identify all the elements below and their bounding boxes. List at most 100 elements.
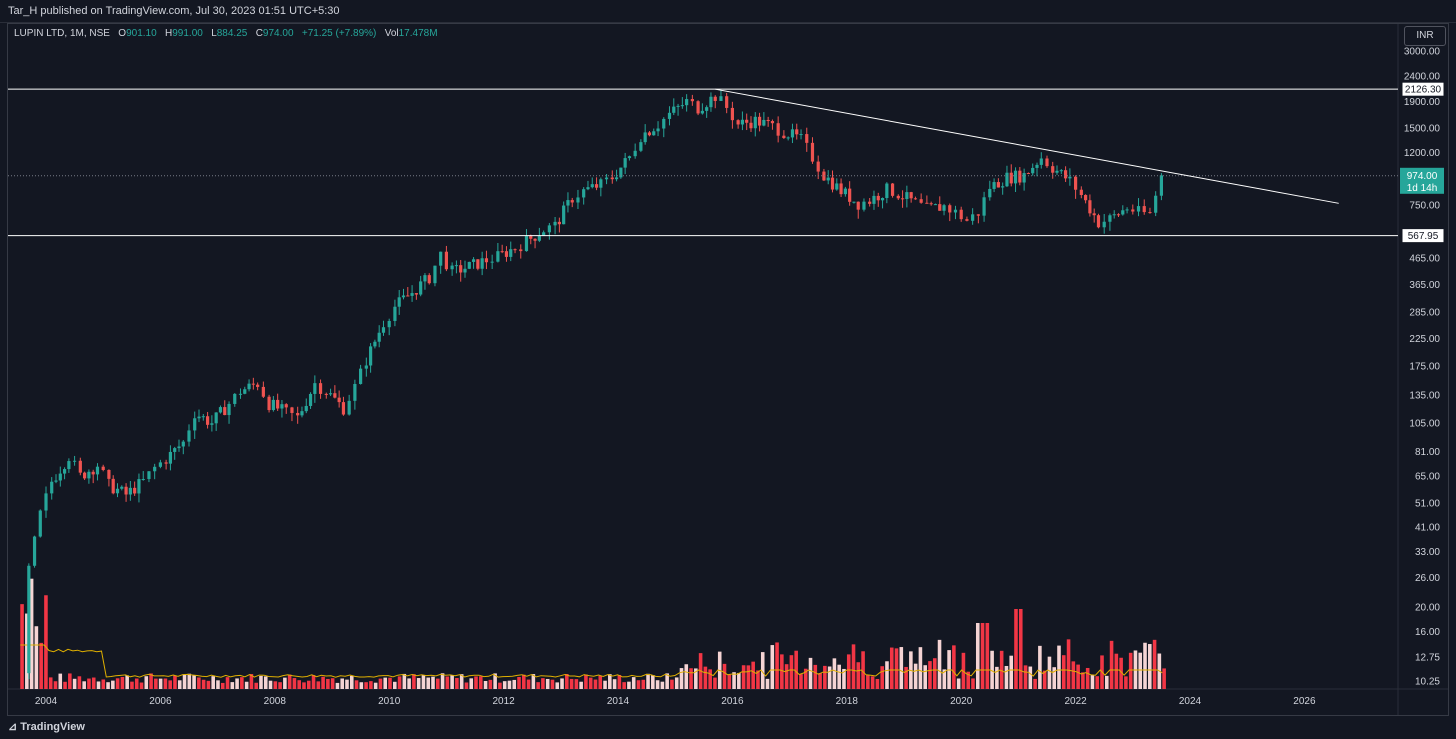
volume-bar (803, 668, 808, 689)
volume-bar (870, 676, 875, 689)
candle-body (427, 275, 431, 284)
y-axis-tick-label: 2400.00 (1404, 71, 1441, 82)
candle-body (227, 403, 231, 416)
candle-body (1001, 186, 1005, 188)
candle-body (547, 225, 551, 233)
x-axis-tick-label: 2012 (492, 696, 515, 707)
volume-bar (684, 664, 689, 689)
candle-body (504, 251, 509, 257)
volume-bar (794, 650, 798, 689)
volume-bar (827, 666, 832, 689)
candle-body (1035, 164, 1039, 168)
volume-bar (842, 668, 846, 689)
volume-bar (980, 623, 985, 689)
volume-bar (316, 681, 321, 689)
candle-body (476, 259, 480, 269)
candle-body (799, 134, 803, 136)
volume-bar (450, 675, 454, 689)
volume-bar (956, 678, 961, 689)
candle-body (696, 101, 700, 114)
candle-body (623, 158, 627, 168)
volume-bar (1143, 642, 1147, 689)
volume-bar (321, 676, 325, 689)
volume-bar (550, 679, 555, 689)
volume-bar (627, 681, 631, 689)
candle-body (680, 105, 684, 107)
volume-bar (1057, 645, 1061, 689)
candle-body (852, 201, 856, 203)
volume-bar (918, 647, 923, 689)
candle-body (965, 219, 969, 221)
y-axis-tick-label: 12.75 (1415, 652, 1440, 663)
volume-bar (608, 674, 612, 689)
currency-button[interactable]: INR (1404, 26, 1446, 46)
candle-body (261, 386, 265, 397)
volume-bar (1028, 666, 1033, 689)
candle-body (942, 205, 946, 211)
volume-bar (1047, 656, 1052, 689)
candle-body (542, 232, 546, 236)
volume-bar (130, 681, 134, 689)
x-axis-tick-label: 2008 (264, 696, 287, 707)
candle-body (381, 327, 386, 333)
trendline[interactable] (715, 88, 1339, 204)
candle-body (900, 198, 905, 200)
open-value: 901.10 (126, 28, 157, 39)
candle-body (667, 112, 672, 119)
y-axis-tick-label: 465.00 (1409, 253, 1440, 264)
volume-bar (1138, 652, 1143, 689)
volume-bar (913, 663, 918, 689)
candle-body (876, 195, 880, 201)
volume-bar (101, 679, 106, 689)
volume-bar (1066, 639, 1071, 689)
x-axis-tick-label: 2018 (836, 696, 859, 707)
candle-body (83, 472, 87, 479)
candle-body (177, 446, 181, 449)
candle-body (484, 258, 489, 263)
candle-body (736, 120, 740, 125)
volume-bar (154, 678, 158, 689)
candle-body (313, 383, 317, 394)
volume-bar (775, 642, 779, 689)
candle-body (830, 177, 835, 190)
volume-bar (832, 658, 837, 689)
volume-bar (87, 678, 91, 689)
volume-bar (111, 680, 115, 689)
volume-bar (197, 677, 201, 689)
volume-bar (220, 682, 225, 689)
y-axis-tick-label: 51.00 (1415, 499, 1440, 510)
volume-bar (746, 665, 751, 689)
candle-body (164, 462, 168, 464)
volume-bar (287, 674, 292, 689)
y-axis-tick-label: 33.00 (1415, 547, 1440, 558)
candle-body (107, 469, 111, 479)
candle-body (1031, 167, 1035, 174)
candle-body (1121, 210, 1125, 215)
volume-bar (82, 681, 86, 689)
volume-bar (741, 665, 746, 689)
candle-body (925, 202, 929, 204)
candle-body (95, 466, 100, 475)
volume-bar (665, 673, 669, 689)
candle-body (296, 412, 300, 416)
candle-body (513, 249, 517, 251)
candle-body (187, 430, 191, 442)
bar-countdown-label: 1d 14h (1407, 183, 1438, 194)
candle-body (300, 411, 304, 416)
candle-body (133, 487, 137, 494)
candle-body (929, 203, 933, 205)
candle-body (280, 404, 284, 409)
candle-body (839, 183, 843, 195)
candle-body (290, 407, 294, 413)
candle-body (880, 198, 885, 201)
candle-body (810, 142, 815, 162)
y-axis-tick-label: 135.00 (1409, 391, 1440, 402)
volume-bar (1018, 609, 1023, 689)
candle-body (656, 128, 660, 132)
volume-bar (851, 644, 856, 689)
symbol-label[interactable]: LUPIN LTD, 1M, NSE (14, 28, 110, 39)
candle-body (500, 251, 504, 253)
candle-body (790, 129, 795, 138)
volume-bar (225, 677, 230, 689)
